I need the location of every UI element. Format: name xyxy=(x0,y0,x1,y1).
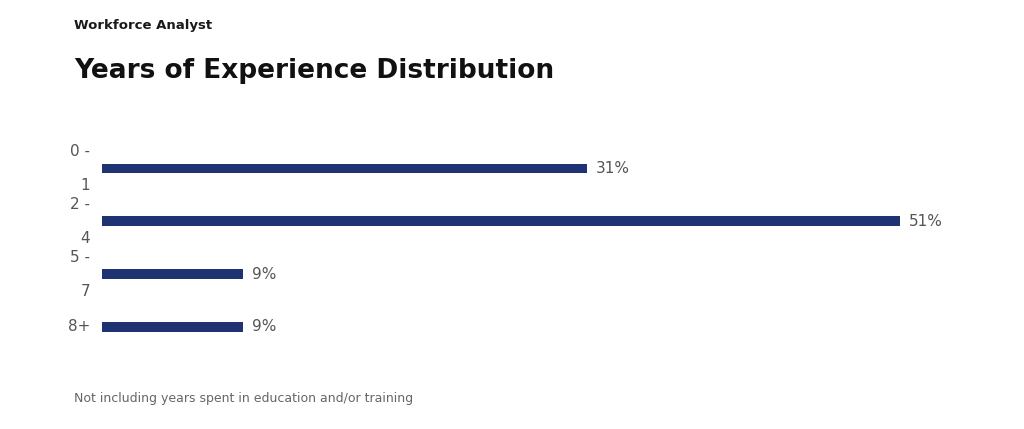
Text: 7: 7 xyxy=(80,284,90,299)
Text: Not including years spent in education and/or training: Not including years spent in education a… xyxy=(74,393,413,405)
Bar xyxy=(102,217,899,226)
Text: 0 -: 0 - xyxy=(70,144,90,159)
Text: 2 -: 2 - xyxy=(70,197,90,212)
Text: 9%: 9% xyxy=(253,266,276,281)
Bar xyxy=(102,322,243,332)
Bar xyxy=(102,269,243,279)
Text: 9%: 9% xyxy=(253,320,276,335)
Text: Workforce Analyst: Workforce Analyst xyxy=(74,19,212,32)
Text: Years of Experience Distribution: Years of Experience Distribution xyxy=(74,58,554,84)
Text: 4: 4 xyxy=(80,231,90,246)
Text: 5 -: 5 - xyxy=(70,250,90,265)
Text: 8+: 8+ xyxy=(68,320,90,335)
Text: 1: 1 xyxy=(80,178,90,193)
Text: 31%: 31% xyxy=(596,161,631,176)
Bar xyxy=(102,163,587,173)
Text: 51%: 51% xyxy=(909,214,943,229)
